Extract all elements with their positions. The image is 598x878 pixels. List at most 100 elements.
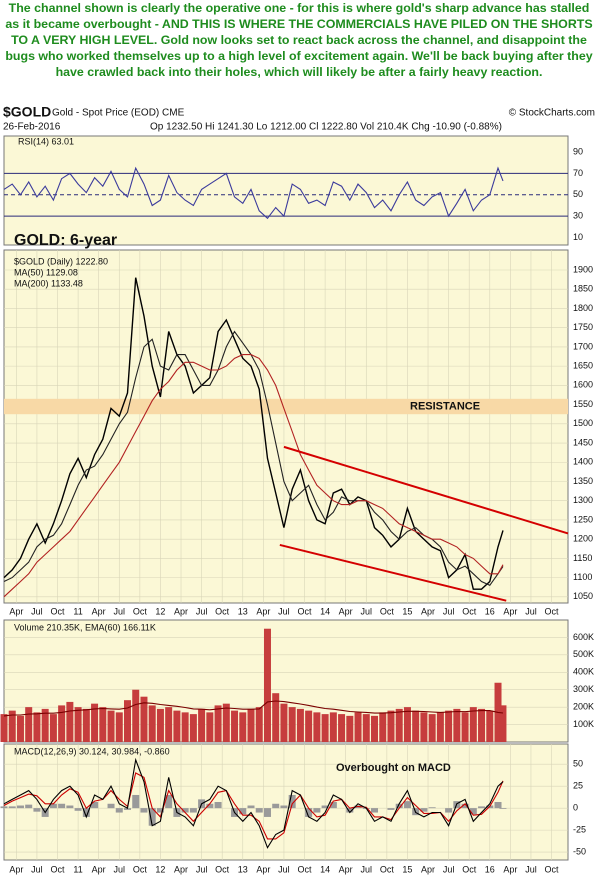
x-tick-label: 16 (485, 864, 495, 874)
bar (354, 712, 362, 742)
band-label: RESISTANCE (410, 400, 480, 412)
bar (436, 712, 444, 742)
bar (305, 710, 313, 742)
bar (189, 714, 197, 742)
bar (82, 808, 90, 817)
x-tick-label: Apr (503, 864, 517, 874)
bar (461, 803, 469, 809)
bar (486, 710, 494, 742)
legend-label: RSI(14) 63.01 (18, 136, 74, 146)
x-tick-label: Apr (92, 864, 106, 874)
bar (132, 794, 140, 809)
symbol: $GOLD (3, 104, 51, 120)
bar (74, 808, 82, 811)
x-tick-label: Jul (31, 864, 43, 874)
bar (206, 803, 214, 809)
bar (115, 712, 123, 742)
x-tick-label: Oct (545, 864, 560, 874)
bar (91, 802, 99, 809)
bar (239, 808, 247, 815)
bar (165, 794, 173, 809)
y-tick-label: 1750 (573, 322, 593, 332)
x-tick-label: Jul (278, 606, 290, 616)
bar (272, 803, 280, 809)
panel (3, 743, 569, 861)
y-tick-label: 1800 (573, 303, 593, 313)
x-tick-label: Apr (9, 864, 23, 874)
bar (453, 708, 461, 742)
x-tick-label: Apr (174, 606, 188, 616)
x-tick-label: Jul (443, 606, 455, 616)
x-tick-label: Oct (298, 864, 313, 874)
trendline (283, 445, 569, 535)
bar (379, 712, 387, 742)
legend-label: $GOLD (Daily) 1222.80 (14, 256, 108, 266)
bar (362, 714, 370, 742)
x-tick-label: Oct (545, 606, 560, 616)
bar (478, 708, 486, 742)
bar (148, 808, 156, 826)
bar (288, 707, 296, 742)
y-tick-label: 25 (573, 781, 583, 791)
x-tick-label: Jul (114, 606, 126, 616)
x-tick-label: Oct (380, 606, 395, 616)
bar (329, 802, 337, 809)
description: Gold - Spot Price (EOD) CME (52, 108, 185, 119)
y-tick-label: 1100 (573, 572, 592, 582)
bar (148, 705, 156, 742)
y-tick-label: 1650 (573, 361, 593, 371)
bar (280, 703, 288, 742)
y-tick-label: 1600 (573, 380, 593, 390)
bar (66, 701, 74, 742)
x-tick-label: Oct (51, 606, 66, 616)
bar (115, 808, 123, 813)
bar (387, 808, 395, 810)
y-tick-label: -25 (573, 824, 586, 834)
bar (395, 708, 403, 742)
annotation: Overbought on MACD (336, 762, 451, 774)
bar (499, 705, 507, 742)
bar (16, 715, 24, 742)
x-tick-label: 15 (402, 606, 412, 616)
bar (124, 808, 132, 810)
bar (247, 708, 255, 742)
bar (156, 708, 164, 742)
x-tick-label: Apr (9, 606, 23, 616)
bar (346, 715, 354, 742)
bar (420, 808, 428, 812)
bar (99, 707, 107, 742)
x-tick-label: Jul (361, 606, 373, 616)
bar (91, 703, 99, 742)
bar (25, 707, 33, 742)
bar (214, 802, 222, 809)
bar (140, 808, 148, 813)
line (3, 354, 504, 598)
bar (173, 710, 181, 742)
x-tick-label: Jul (114, 864, 126, 874)
y-tick-label: 30 (573, 211, 583, 221)
x-tick-label: Jul (278, 864, 290, 874)
y-tick-label: 70 (573, 168, 583, 178)
x-tick-label: Oct (133, 606, 148, 616)
x-tick-label: 16 (485, 606, 495, 616)
x-tick-label: Oct (51, 864, 66, 874)
legend-label: MACD(12,26,9) 30.124, 30.984, -0.860 (14, 746, 170, 756)
y-tick-label: 1200 (573, 534, 593, 544)
y-tick-label: 500K (573, 649, 594, 659)
panel (3, 135, 569, 246)
y-tick-label: 1700 (573, 341, 593, 351)
bar (445, 710, 453, 742)
y-tick-label: 1250 (573, 514, 593, 524)
bar (156, 808, 164, 813)
x-tick-label: Oct (215, 864, 230, 874)
y-tick-label: 1400 (573, 457, 593, 467)
commentary: The channel shown is clearly the operati… (5, 1, 593, 79)
y-tick-label: 1350 (573, 476, 593, 486)
bar (296, 708, 304, 742)
legend-label: Volume 210.35K, EMA(60) 166.11K (14, 622, 156, 632)
bar (74, 707, 82, 742)
x-tick-label: 12 (155, 864, 165, 874)
x-tick-label: Apr (174, 864, 188, 874)
bar (140, 696, 148, 742)
